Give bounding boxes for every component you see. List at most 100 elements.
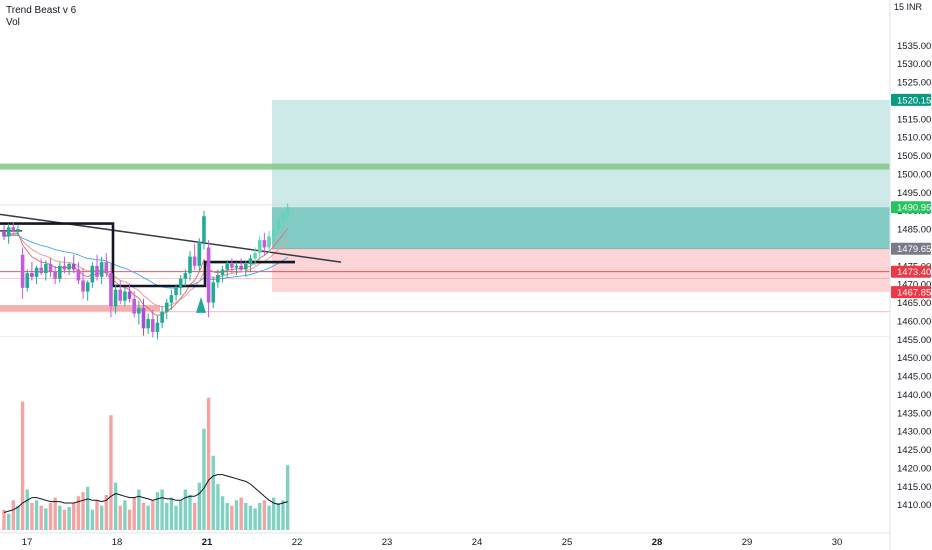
volume-bar	[239, 497, 243, 530]
price-tick-label: 1420.00	[897, 463, 931, 474]
price-tick-label: 1500.00	[897, 169, 931, 180]
volume-bar	[272, 497, 276, 530]
candle	[11, 227, 16, 231]
candle	[25, 273, 30, 288]
time-tick-label: 21	[202, 537, 213, 548]
price-badge[interactable]	[891, 265, 931, 278]
volume-bar	[109, 415, 113, 530]
volume-bar	[253, 508, 257, 530]
volume-bar	[95, 500, 99, 530]
indicator-legend[interactable]: Trend Beast v 6	[6, 5, 77, 16]
price-tick-label: 1465.00	[897, 298, 931, 309]
volume-bar	[81, 492, 85, 530]
candle	[155, 322, 160, 332]
candle	[220, 269, 225, 275]
candle	[6, 227, 11, 237]
candle	[90, 265, 95, 283]
volume-bar	[155, 492, 160, 530]
candle	[262, 240, 267, 248]
time-tick-label: 18	[112, 537, 123, 548]
candle	[16, 229, 20, 231]
volume-bar	[113, 482, 118, 530]
candle	[248, 258, 253, 264]
volume-bar	[192, 503, 197, 530]
volume-bar	[53, 497, 57, 530]
volume-bar	[11, 500, 15, 530]
candle	[234, 265, 239, 268]
profit-zone[interactable]	[272, 99, 890, 249]
price-tick-label: 1505.00	[897, 151, 931, 162]
volume-bar	[220, 496, 225, 530]
candle	[71, 263, 76, 270]
candle	[178, 278, 183, 288]
price-tick-label: 1425.00	[897, 445, 931, 456]
price-badge[interactable]	[891, 242, 931, 255]
time-tick-label: 28	[652, 537, 663, 548]
candle	[230, 263, 234, 268]
volume-bar	[67, 507, 71, 530]
candle	[99, 262, 104, 277]
volume-bar	[86, 486, 90, 530]
volume-bar	[281, 500, 285, 530]
price-tick-label: 1510.00	[897, 133, 931, 144]
trend-beast-line[interactable]	[0, 222, 295, 288]
volume-bar	[258, 503, 262, 530]
candle	[188, 256, 192, 274]
candle	[285, 207, 290, 215]
volume-bar	[118, 505, 122, 530]
price-tick-label: 1460.00	[897, 316, 931, 327]
volume-bar	[160, 489, 164, 530]
volume-legend[interactable]: Vol	[6, 17, 20, 28]
ema-slow-line	[3, 234, 288, 289]
candle	[109, 273, 113, 307]
volume-bar	[179, 500, 183, 530]
price-badge[interactable]	[891, 286, 931, 299]
support-band[interactable]	[0, 305, 160, 312]
volume-bar	[25, 489, 29, 530]
volume-bar	[20, 401, 25, 530]
volume-bar	[76, 496, 81, 530]
price-badge[interactable]	[891, 93, 931, 106]
price-tick-label: 1525.00	[897, 78, 931, 89]
candle	[244, 263, 248, 270]
candle	[267, 236, 271, 248]
loss-zone[interactable]	[272, 248, 890, 293]
volume-bar	[169, 497, 174, 530]
price-tick-label: 1435.00	[897, 408, 931, 419]
volume-bar	[6, 513, 11, 530]
candle	[169, 295, 174, 303]
candle	[281, 214, 285, 220]
candle	[183, 273, 188, 279]
candle	[192, 256, 197, 266]
volume-bar	[267, 505, 271, 530]
candle	[2, 230, 6, 237]
price-badge-label: 1473.40	[897, 267, 931, 278]
volume-bar	[146, 505, 150, 530]
price-badge[interactable]	[891, 201, 931, 214]
volume-bar	[99, 505, 104, 530]
candle	[104, 262, 109, 274]
price-badge-label: 1520.15	[897, 95, 931, 106]
volume-bar	[72, 503, 76, 530]
volume-bar	[211, 455, 215, 530]
candle	[271, 229, 276, 237]
price-tick-label: 1430.00	[897, 427, 931, 438]
candle	[76, 269, 81, 281]
candle	[276, 219, 281, 230]
time-tick-label: 29	[742, 537, 753, 548]
volume-bar	[48, 503, 53, 530]
volume-bar	[62, 509, 67, 530]
candle	[44, 263, 48, 274]
volume-bar	[30, 503, 34, 530]
price-tick-label: 1415.00	[897, 482, 931, 493]
volume-ma-line	[3, 474, 288, 513]
volume-bar	[165, 503, 169, 530]
volume-bar	[225, 503, 229, 530]
volume-bar	[262, 500, 267, 530]
candle	[146, 319, 150, 329]
volume-bar	[90, 509, 95, 530]
candle	[202, 216, 206, 242]
candle	[53, 271, 57, 279]
resistance-band[interactable]	[0, 163, 890, 170]
